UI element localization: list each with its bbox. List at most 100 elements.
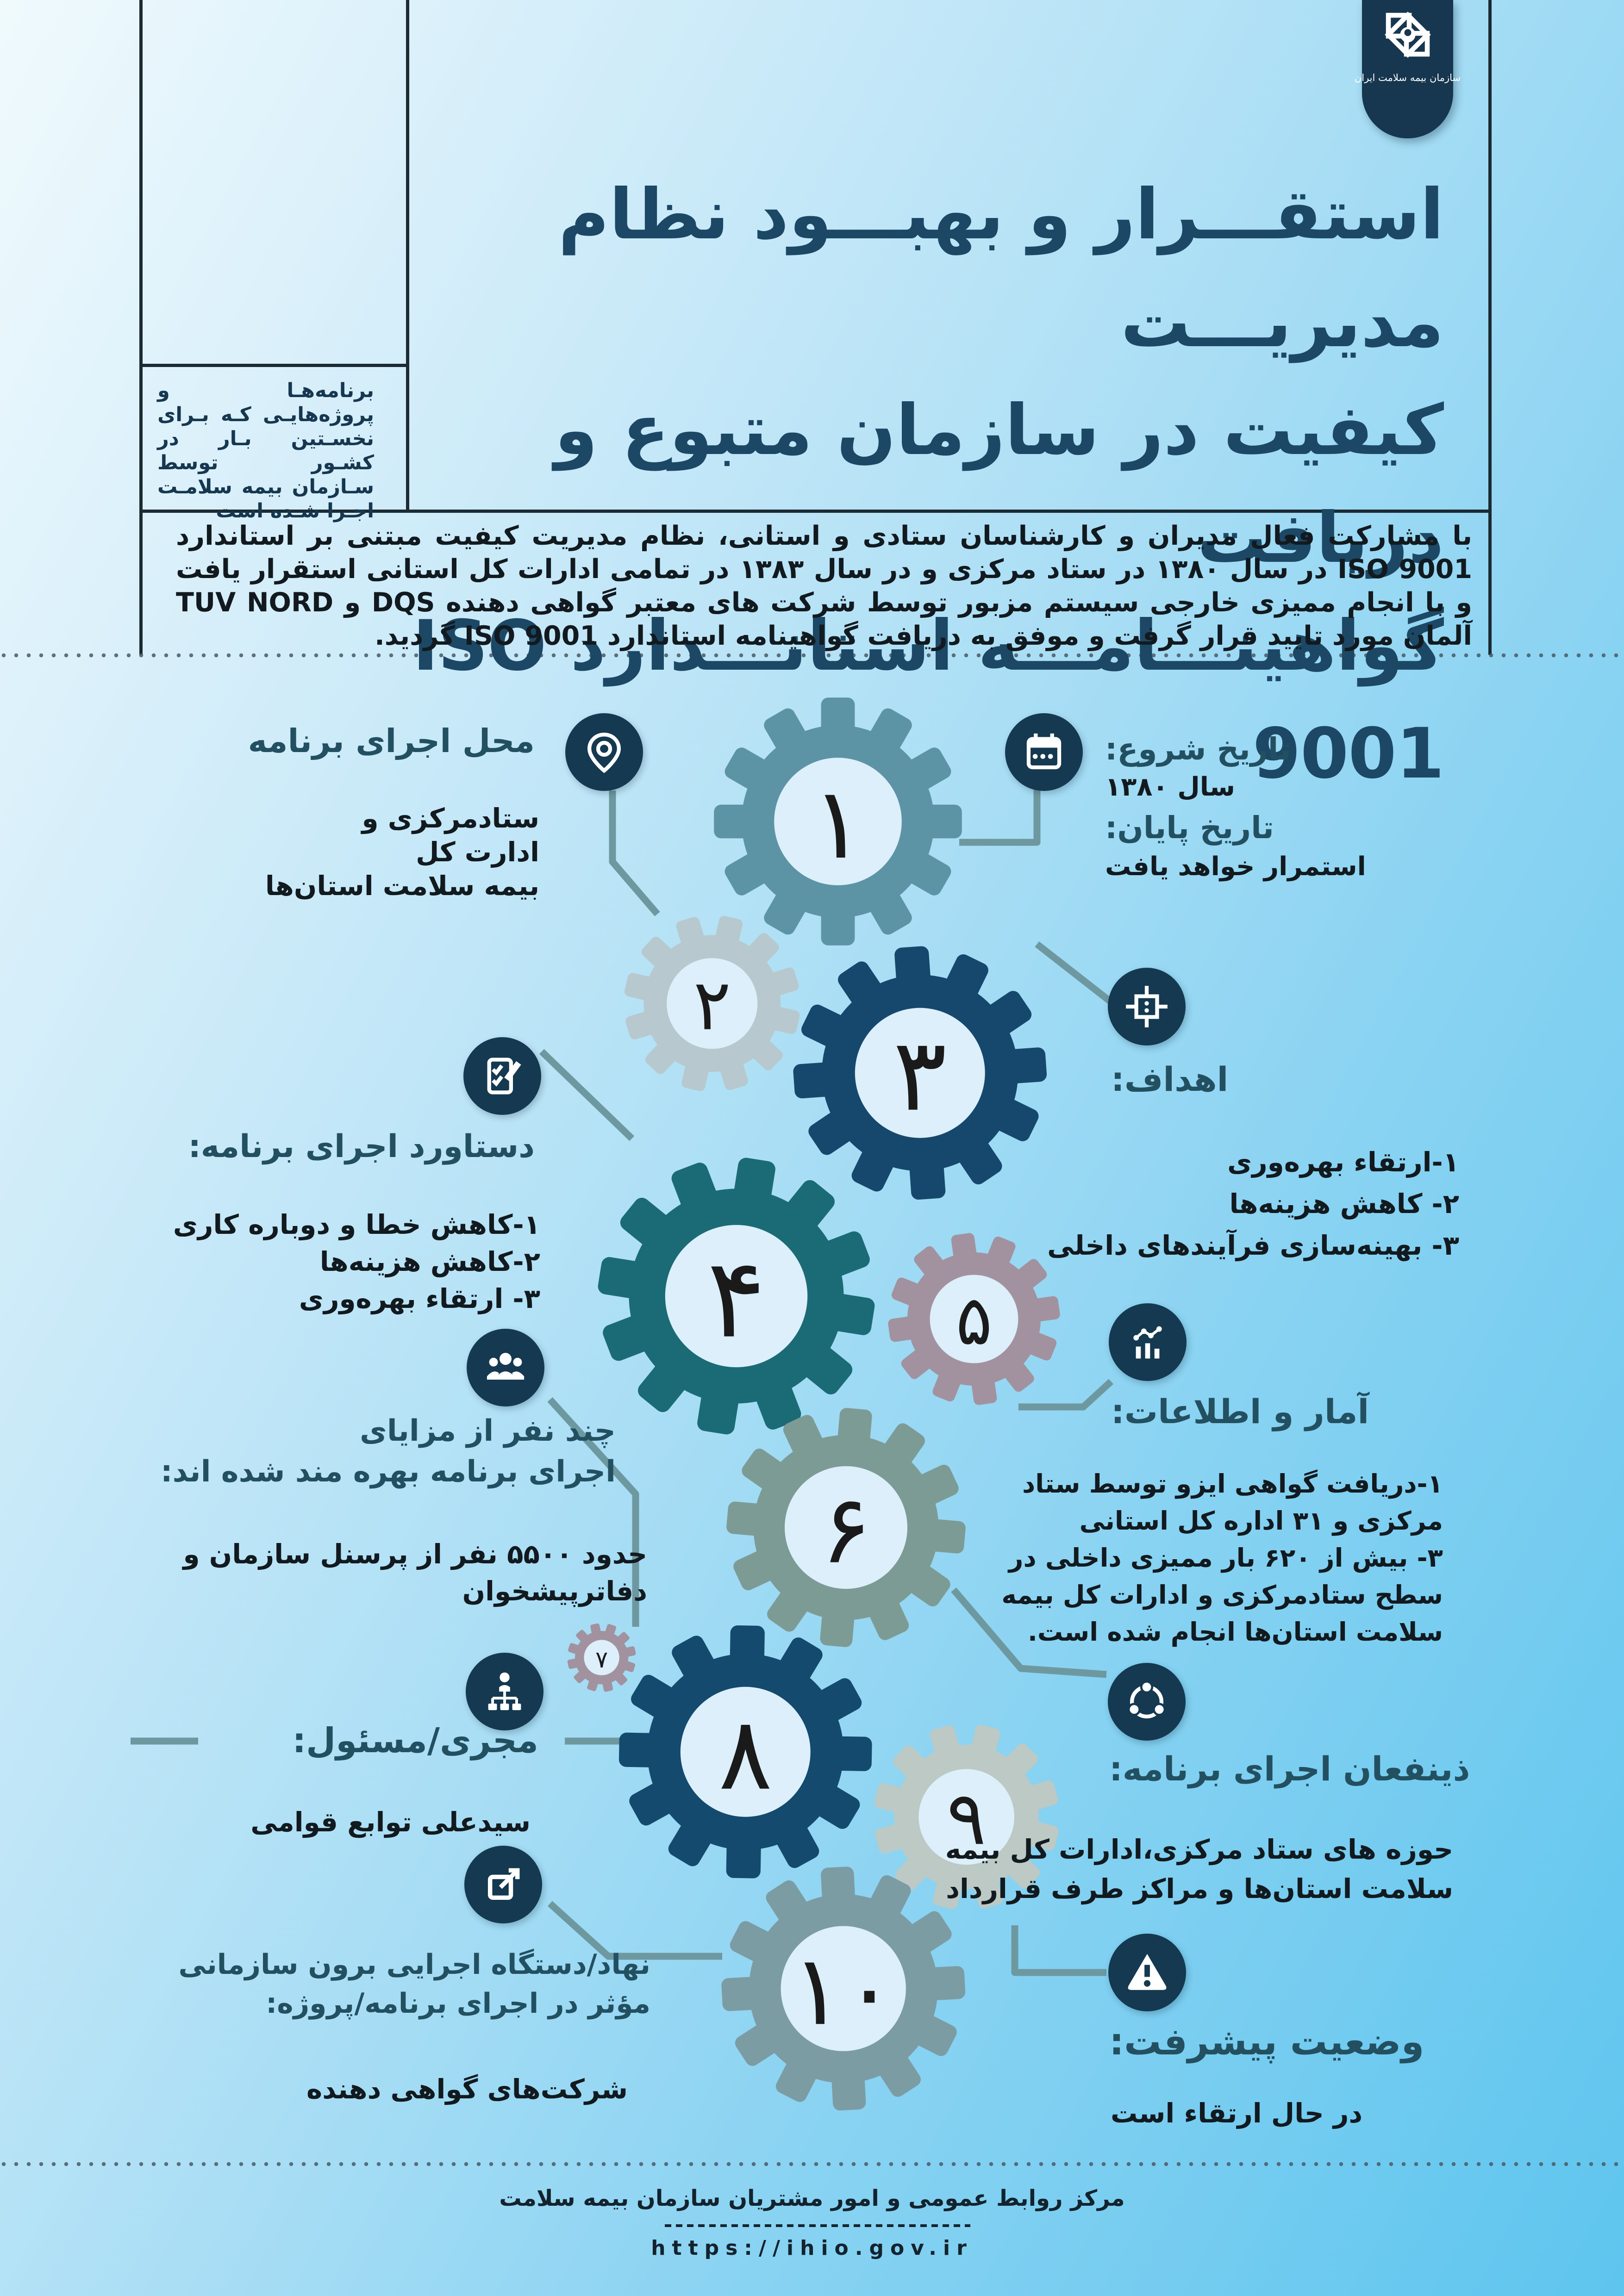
beneficiaries-line-2: دفاترپیشخوان bbox=[462, 1575, 647, 1607]
frame-horizontal-intro bbox=[139, 510, 1492, 513]
end-date-label: تاریخ پایان: bbox=[1105, 810, 1274, 846]
executor-name: سیدعلی توابع قوامی bbox=[250, 1806, 531, 1838]
stakeholders-lines: حوزه های ستاد مرکزی،ادارات کل بیمه سلامت… bbox=[945, 1830, 1453, 1909]
gear-number: ۶ bbox=[820, 1475, 871, 1585]
external-body-heading-line-1: نهاد/دستگاه اجرایی برون سازمانی bbox=[178, 1948, 650, 1981]
location-line-1: ستادمرکزی و bbox=[362, 803, 539, 834]
stakeholders-line-2: سلامت استان‌ها و مراکز طرف قرارداد bbox=[946, 1873, 1453, 1904]
gear-number: ۹ bbox=[947, 1776, 987, 1862]
gear-number: ۱ bbox=[812, 766, 865, 881]
frame-horizontal-sidenote bbox=[139, 364, 409, 367]
start-date-value: سال ۱۳۸۰ bbox=[1105, 772, 1235, 802]
gear-4: ۴ bbox=[598, 1157, 874, 1434]
connector-gear3-target bbox=[1035, 941, 1113, 1005]
stats-line-3: ۳- بیش از ۶۲۰ بار ممیزی داخلی در bbox=[1008, 1543, 1443, 1573]
gear-number: ۵ bbox=[956, 1281, 992, 1360]
beneficiaries-lines: حدود ۵۵۰۰ نفر از پرسنل سازمان و دفاترپیش… bbox=[183, 1536, 647, 1610]
title-line-2: کیفیت در سازمان متبوع و دریافت bbox=[554, 390, 1444, 579]
external-body-heading-line-2: مؤثر در اجرای برنامه/پروژه: bbox=[266, 1987, 650, 2020]
gear-5: ۵ bbox=[888, 1233, 1060, 1405]
stats-line-4: سطح ستادمرکزی و ادارات کل بیمه bbox=[1001, 1580, 1443, 1610]
gear-9: ۹ bbox=[874, 1724, 1059, 1910]
achievement-item-1: ۱-کاهش خطا و دوباره کاری bbox=[173, 1209, 540, 1240]
org-logo: سازمان بیمه سلامت ایران bbox=[1355, 0, 1461, 138]
frame-vertical-right bbox=[1488, 0, 1492, 655]
gear-3: ۳ bbox=[793, 946, 1047, 1200]
connector-calendar-gear1 bbox=[959, 789, 1041, 846]
start-date-label: تاریخ شروع: bbox=[1105, 731, 1291, 767]
footer-divider bbox=[665, 2224, 970, 2227]
gear-number: ۴ bbox=[706, 1234, 766, 1363]
gear-number: ۷ bbox=[595, 1646, 608, 1674]
poster-title: استقـــرار و بهبـــود نظام مدیریـــت کیف… bbox=[287, 161, 1444, 808]
beneficiaries-heading-line-2: اجرای برنامه بهره مند شده اند: bbox=[160, 1455, 616, 1489]
gear-8: ۸ bbox=[618, 1625, 872, 1879]
beneficiaries-heading: چند نفر از مزایای اجرای برنامه بهره مند … bbox=[161, 1411, 616, 1492]
org-chart-icon bbox=[466, 1653, 543, 1730]
stats-line-5: سلامت استان‌ها انجام شده است. bbox=[1028, 1617, 1443, 1647]
executor-heading: مجری/مسئول: bbox=[292, 1721, 538, 1761]
stats-line-2: مرکزی و ۳۱ اداره کل استانی bbox=[1079, 1506, 1443, 1536]
connector-checklist-gear4 bbox=[539, 1049, 635, 1141]
end-date-value: استمرار خواهد یافت bbox=[1105, 852, 1366, 882]
footer-url-link[interactable]: https://ihio.gov.ir bbox=[651, 2236, 973, 2260]
gear-7: ۷ bbox=[568, 1624, 636, 1692]
gear-number: ۸ bbox=[718, 1696, 773, 1813]
title-line-3: گواهینـــامـــه استانـــدارد ISO 9001 bbox=[412, 606, 1444, 794]
frame-vertical-mid bbox=[406, 0, 409, 513]
dotted-separator-top bbox=[0, 652, 1624, 659]
achievements-heading: دستاورد اجرای برنامه: bbox=[188, 1128, 535, 1165]
location-pin-icon bbox=[565, 713, 643, 791]
location-line-2: ادارت کل bbox=[416, 836, 539, 868]
side-note: برنامه‌هـا و پروژه‌هایـی کـه بـرای نخسـت… bbox=[157, 379, 374, 523]
gear-10: ۱۰ bbox=[721, 1867, 966, 2111]
gear-6: ۶ bbox=[726, 1407, 966, 1647]
achievement-item-2: ۲-کاهش هزینه‌ها bbox=[319, 1246, 540, 1277]
gear-number: ۳ bbox=[893, 1017, 947, 1134]
goals-items: ۱-ارتقاء بهره‌وری ۲- کاهش هزینه‌ها ۳- به… bbox=[1047, 1141, 1459, 1266]
stakeholders-icon bbox=[1108, 1663, 1186, 1741]
location-lines: ستادمرکزی و ادارت کل بیمه سلامت استان‌ها bbox=[265, 802, 539, 903]
stats-chart-icon bbox=[1109, 1303, 1187, 1381]
achievements-items: ۱-کاهش خطا و دوباره کاری ۲-کاهش هزینه‌ها… bbox=[173, 1206, 540, 1317]
org-logo-emblem-icon bbox=[1384, 12, 1431, 58]
connector-gear6-stakeholders bbox=[951, 1587, 1107, 1678]
connector-share-gear10 bbox=[547, 1901, 722, 1960]
connector-location-gear2 bbox=[609, 790, 660, 916]
gear-2: ۲ bbox=[624, 915, 800, 1091]
goal-item-3: ۳- بهینه‌سازی فرآیندهای داخلی bbox=[1047, 1230, 1459, 1261]
calendar-icon bbox=[1005, 713, 1083, 791]
goals-heading: اهداف: bbox=[1111, 1060, 1229, 1099]
external-body-heading: نهاد/دستگاه اجرایی برون سازمانی مؤثر در … bbox=[179, 1945, 650, 2023]
stats-heading: آمار و اطلاعات: bbox=[1111, 1392, 1369, 1431]
warning-icon bbox=[1108, 1934, 1186, 2011]
org-logo-name: سازمان بیمه سلامت ایران bbox=[1354, 72, 1461, 83]
progress-value: در حال ارتقاء است bbox=[1111, 2097, 1363, 2129]
progress-heading: وضعیت پیشرفت: bbox=[1109, 2020, 1424, 2063]
beneficiaries-heading-line-1: چند نفر از مزایای bbox=[360, 1414, 616, 1448]
target-icon bbox=[1108, 968, 1186, 1045]
stats-line-1: ۱-دریافت گواهی ایزو توسط ستاد bbox=[1022, 1469, 1443, 1499]
location-heading: محل اجرای برنامه bbox=[248, 722, 535, 760]
stats-lines: ۱-دریافت گواهی ایزو توسط ستاد مرکزی و ۳۱… bbox=[1001, 1465, 1443, 1650]
location-line-3: بیمه سلامت استان‌ها bbox=[265, 870, 539, 902]
goal-item-2: ۲- کاهش هزینه‌ها bbox=[1229, 1188, 1460, 1220]
gear-number: ۲ bbox=[693, 964, 731, 1046]
external-body-value: شرکت‌های گواهی دهنده bbox=[306, 2073, 628, 2105]
share-icon bbox=[464, 1846, 542, 1923]
frame-vertical-left bbox=[139, 0, 143, 655]
dotted-separator-bottom bbox=[0, 2160, 1624, 2168]
beneficiaries-line-1: حدود ۵۵۰۰ نفر از پرسنل سازمان و bbox=[183, 1538, 647, 1570]
stakeholders-heading: ذینفعان اجرای برنامه: bbox=[1109, 1749, 1470, 1788]
connector-gear9-warning bbox=[1011, 1925, 1106, 1976]
checklist-icon bbox=[463, 1037, 541, 1115]
goal-item-1: ۱-ارتقاء بهره‌وری bbox=[1227, 1146, 1459, 1178]
connector-gear5-stats bbox=[1018, 1379, 1114, 1411]
footer-department: مرکز روابط عمومی و امور مشتریان سازمان ب… bbox=[499, 2185, 1125, 2211]
title-line-1: استقـــرار و بهبـــود نظام مدیریـــت bbox=[558, 174, 1444, 363]
connector-group-gear7 bbox=[547, 1397, 639, 1627]
stakeholders-line-1: حوزه های ستاد مرکزی،ادارات کل بیمه bbox=[945, 1834, 1453, 1865]
